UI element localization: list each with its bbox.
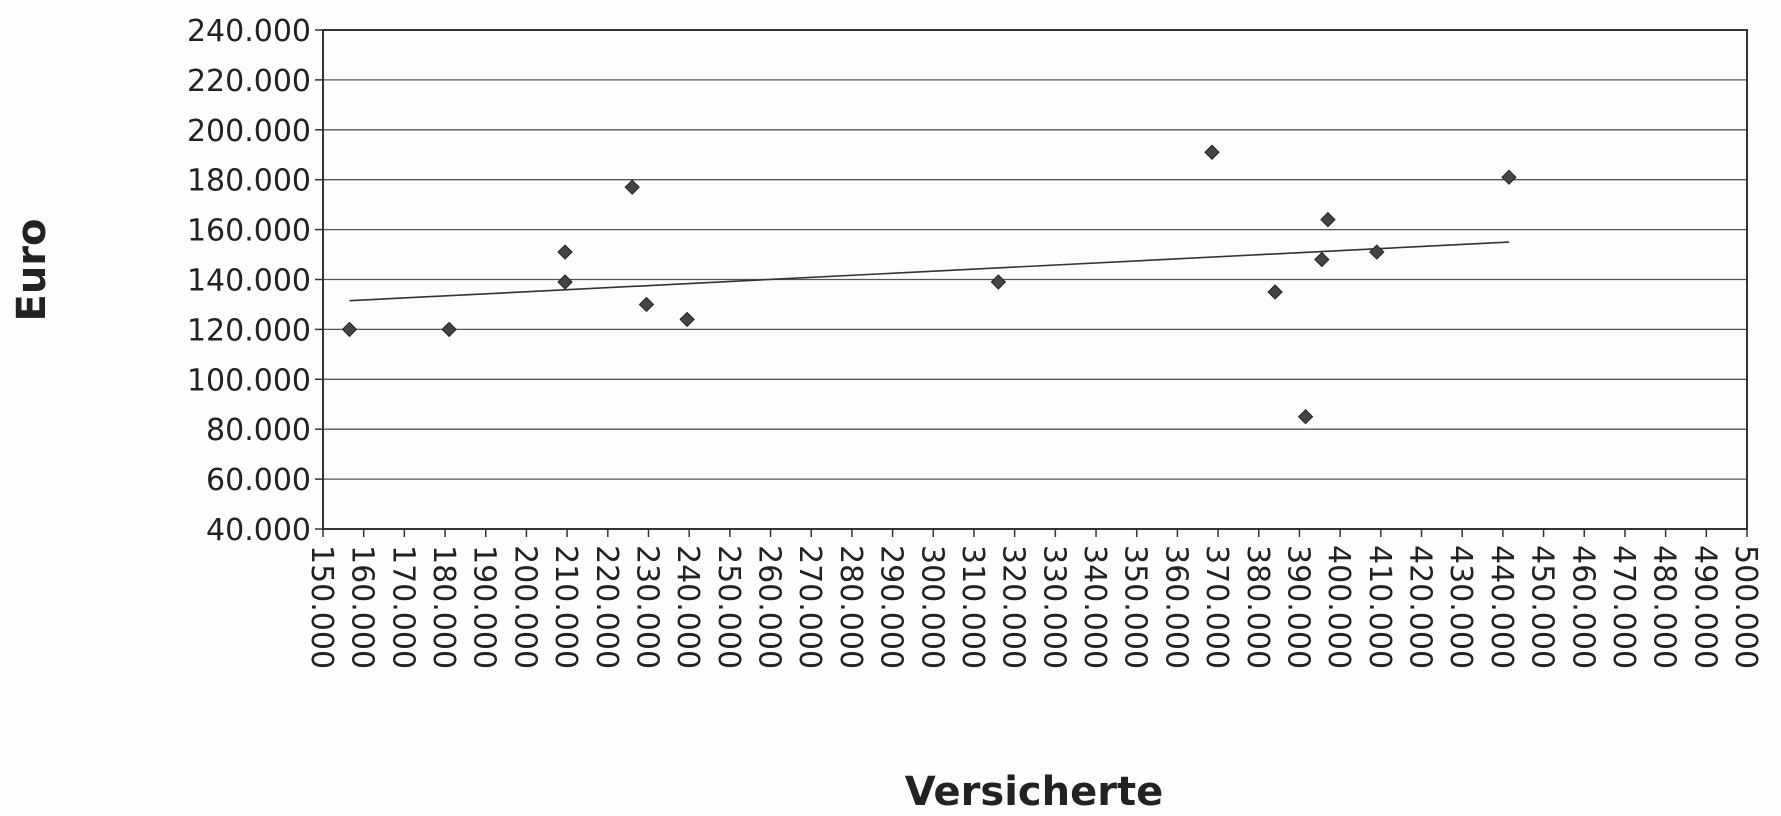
- data-point: [1320, 211, 1336, 228]
- x-tick-label: 460.000: [1565, 545, 1600, 669]
- x-tick-label: 180.000: [426, 545, 461, 669]
- data-point: [638, 296, 655, 313]
- x-tick-label: 250.000: [711, 545, 746, 669]
- x-tick-label: 330.000: [1036, 545, 1071, 669]
- x-axis-title: Versicherte: [905, 769, 1163, 815]
- x-tick-label: 160.000: [345, 545, 380, 669]
- x-tick-label: 350.000: [1118, 545, 1153, 669]
- y-tick-label: 120.000: [187, 313, 311, 348]
- y-tick-label: 220.000: [187, 64, 311, 99]
- data-point: [624, 179, 640, 195]
- x-tick-label: 230.000: [629, 545, 664, 669]
- x-tick-label: 420.000: [1403, 545, 1438, 669]
- y-tick-label: 100.000: [187, 363, 311, 398]
- data-point: [1297, 409, 1314, 425]
- x-tick-label: 360.000: [1158, 545, 1193, 669]
- data-points: [341, 144, 1517, 425]
- data-point: [1267, 284, 1283, 300]
- y-tick-label: 200.000: [187, 114, 311, 149]
- y-tick-label: 40.000: [206, 513, 311, 548]
- x-tick-label: 410.000: [1362, 545, 1397, 669]
- data-point: [1369, 244, 1385, 260]
- x-tick-label: 430.000: [1443, 545, 1478, 669]
- data-point: [557, 274, 573, 290]
- x-tick-label: 310.000: [955, 545, 990, 669]
- x-tick-label: 450.000: [1525, 545, 1560, 669]
- x-tick-label: 240.000: [670, 545, 705, 669]
- x-tick-label: 370.000: [1199, 545, 1234, 669]
- y-axis-ticks: 40.000 60.000 80.000 100.000 120.000 140.000 1…: [187, 14, 323, 548]
- y-tick-label: 60.000: [206, 463, 311, 498]
- data-point: [557, 244, 573, 260]
- x-tick-label: 280.000: [833, 545, 868, 669]
- y-axis-title: Euro: [9, 218, 55, 321]
- data-point: [1314, 251, 1330, 268]
- gridlines: [323, 79, 1747, 480]
- x-tick-label: 480.000: [1647, 545, 1682, 669]
- x-tick-label: 320.000: [996, 545, 1031, 669]
- x-tick-label: 200.000: [507, 545, 542, 669]
- x-tick-label: 270.000: [792, 545, 827, 669]
- x-tick-label: 490.000: [1687, 545, 1722, 669]
- x-tick-label: 220.000: [589, 545, 624, 669]
- data-point: [441, 321, 457, 338]
- y-tick-label: 160.000: [187, 214, 311, 249]
- y-tick-label: 240.000: [187, 14, 311, 49]
- data-point: [1501, 169, 1517, 185]
- data-point: [679, 311, 695, 328]
- x-tick-label: 260.000: [752, 545, 787, 669]
- y-tick-label: 180.000: [187, 164, 311, 199]
- y-tick-label: 80.000: [206, 413, 311, 448]
- x-tick-label: 190.000: [467, 545, 502, 669]
- data-point: [1204, 144, 1220, 160]
- x-tick-label: 500.000: [1728, 545, 1763, 669]
- x-tick-label: 210.000: [548, 545, 583, 669]
- x-tick-label: 380.000: [1240, 545, 1275, 669]
- x-tick-label: 390.000: [1280, 545, 1315, 669]
- y-tick-label: 140.000: [187, 264, 311, 299]
- trendline: [349, 241, 1510, 302]
- x-tick-label: 470.000: [1606, 545, 1641, 669]
- x-tick-label: 300.000: [914, 545, 949, 669]
- data-point: [341, 321, 358, 338]
- x-tick-label: 150.000: [304, 545, 339, 669]
- x-axis-ticks: 150.000 160.000 170.000 180.000 190.000 200.0…: [304, 529, 1763, 669]
- x-tick-label: 400.000: [1321, 545, 1356, 669]
- x-tick-label: 440.000: [1484, 545, 1519, 669]
- x-tick-label: 290.000: [874, 545, 909, 669]
- x-tick-label: 170.000: [385, 545, 420, 669]
- x-tick-label: 340.000: [1077, 545, 1112, 669]
- data-point: [990, 274, 1007, 290]
